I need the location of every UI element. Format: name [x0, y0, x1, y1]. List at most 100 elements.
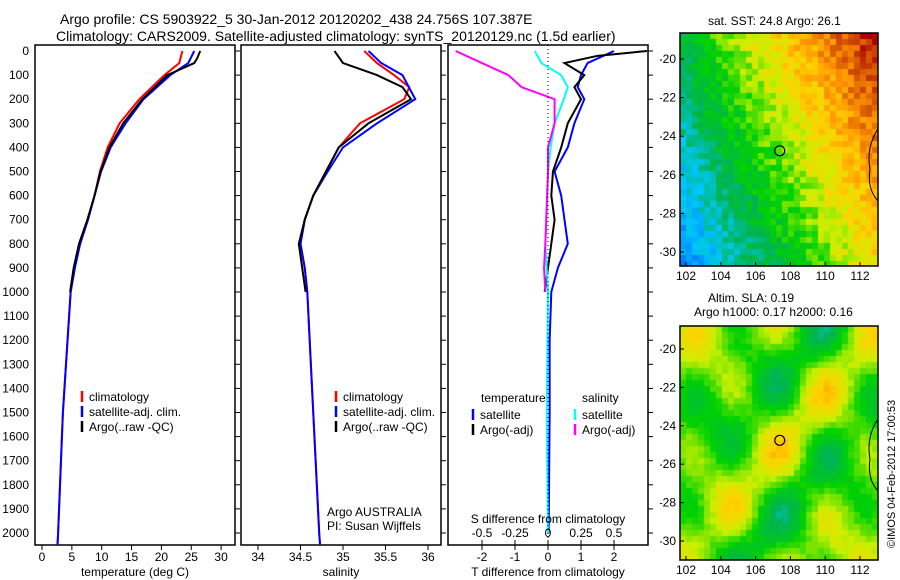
lat-tick-label: -22: [660, 380, 676, 394]
series-line-argo-raw-qc-: [297, 50, 413, 293]
lon-tick-label: 110: [816, 563, 835, 577]
lat-tick-label: -28: [660, 206, 676, 220]
y-tick-label: 0: [22, 44, 29, 58]
x-tick-label: 10: [95, 550, 109, 564]
y-tick-label: 100: [9, 68, 29, 82]
legend-title-temperature: temperature: [481, 391, 546, 405]
series-line-argo-raw-qc-: [69, 50, 202, 293]
pi-label: PI: Susan Wijffels: [327, 519, 421, 533]
x2-tick-label: -0.25: [501, 526, 529, 540]
legend-label: satellite: [480, 408, 521, 422]
title-line-1: Argo profile: CS 5903922_5 30-Jan-2012 2…: [60, 11, 533, 27]
x-tick-label: 34: [251, 550, 265, 564]
sst-map-title: sat. SST: 24.8 Argo: 26.1: [708, 14, 841, 28]
series-line-climatology: [56, 50, 184, 546]
y-tick-label: 1500: [2, 406, 29, 420]
y-tick-label: 1200: [2, 333, 29, 347]
series-line-satellite-adj-clim-: [56, 50, 196, 546]
plot-frame-temperature: [34, 44, 236, 546]
lon-tick-label: 112: [850, 563, 869, 577]
series-line-t-argo-adj-: [543, 50, 648, 293]
lat-tick-label: -28: [660, 496, 676, 510]
y-tick-label: 2000: [2, 526, 29, 540]
lon-tick-label: 102: [676, 563, 696, 577]
coastline: [868, 418, 879, 492]
y-tick-label: 800: [9, 237, 29, 251]
legend-label: satellite-adj. clim.: [343, 405, 435, 419]
x-tick-label: 0: [39, 550, 46, 564]
x2-tick-label: -0.5: [472, 526, 493, 540]
float-position-marker: [774, 434, 786, 446]
legend-label: Argo(..raw -QC): [89, 420, 174, 434]
float-position-marker: [774, 145, 786, 157]
series-line-s-argo-adj-: [455, 50, 556, 293]
x2-tick-label: 0.5: [606, 526, 623, 540]
y-tick-label: 1300: [2, 357, 29, 371]
lat-tick-label: -26: [660, 457, 676, 471]
sla-map-title-2: Argo h1000: 0.17 h2000: 0.16: [694, 305, 853, 319]
plot-frame-salinity: [240, 44, 442, 546]
y-tick-label: 1900: [2, 502, 29, 516]
x-tick-label: -2: [477, 550, 488, 564]
lon-tick-label: 106: [746, 563, 766, 577]
map-frame: [679, 325, 879, 561]
series-line-t-satellite: [547, 50, 615, 534]
lon-tick-label: 104: [711, 563, 731, 577]
profile-plots: 0100200300400500600700800900100011001200…: [2, 44, 653, 579]
title-line-2: Climatology: CARS2009. Satellite-adjuste…: [56, 28, 616, 44]
x-tick-label: 36: [421, 550, 435, 564]
sla-map: [680, 326, 878, 560]
x-tick-label: 5: [69, 550, 76, 564]
x-tick-label: 34.5: [289, 550, 313, 564]
x2-tick-label: 0.25: [569, 526, 593, 540]
y-tick-label: 700: [9, 213, 29, 227]
lat-tick-label: -22: [660, 91, 676, 105]
lon-tick-label: 104: [711, 269, 731, 283]
y-tick-label: 400: [9, 140, 29, 154]
y-tick-label: 900: [9, 261, 29, 275]
legend-label: satellite-adj. clim.: [89, 405, 181, 419]
lon-tick-label: 108: [780, 563, 800, 577]
lat-tick-label: -30: [660, 534, 676, 548]
y-tick-label: 1000: [2, 285, 29, 299]
y-tick-label: 500: [9, 165, 29, 179]
y-tick-label: 1700: [2, 454, 29, 468]
x-axis-label: salinity: [323, 565, 360, 579]
lat-tick-label: -20: [660, 342, 676, 356]
x-tick-label: 15: [125, 550, 139, 564]
legend-label: satellite: [582, 408, 623, 422]
lat-tick-label: -24: [660, 419, 676, 433]
lat-tick-label: -24: [660, 129, 676, 143]
x-tick-label: -1: [510, 550, 521, 564]
float-owner-label: Argo AUSTRALIA: [327, 505, 422, 519]
sla-map-title-1: Altim. SLA: 0.19: [708, 291, 795, 305]
x-tick-label: 30: [214, 550, 228, 564]
legend-label: Argo(-adj): [480, 423, 533, 437]
x-tick-label: 25: [185, 550, 199, 564]
lat-tick-label: -30: [660, 245, 676, 259]
legend-label: climatology: [89, 390, 149, 404]
x2-axis-label: S difference from climatology: [471, 512, 626, 526]
legend-title-salinity: salinity: [582, 391, 619, 405]
x-axis-label: temperature (deg C): [81, 565, 189, 579]
y-tick-label: 1600: [2, 430, 29, 444]
x2-tick-label: 0: [545, 526, 552, 540]
lon-tick-label: 102: [676, 269, 696, 283]
x-tick-label: 35.5: [374, 550, 398, 564]
x-tick-label: 2: [611, 550, 618, 564]
watermark: ©IMOS 04-Feb-2012 17:00:53: [886, 399, 898, 548]
lon-tick-label: 110: [816, 269, 835, 283]
x-tick-label: 35: [336, 550, 350, 564]
x-axis-label: T difference from climatology: [471, 565, 625, 579]
legend-label: Argo(-adj): [582, 423, 635, 437]
lon-tick-label: 108: [780, 269, 800, 283]
lon-tick-label: 112: [850, 269, 869, 283]
sst-map: [680, 33, 878, 266]
x-tick-label: 0: [545, 550, 552, 564]
lat-tick-label: -26: [660, 168, 676, 182]
lat-tick-label: -20: [660, 52, 676, 66]
legend-label: Argo(..raw -QC): [343, 420, 428, 434]
lon-tick-label: 106: [746, 269, 766, 283]
